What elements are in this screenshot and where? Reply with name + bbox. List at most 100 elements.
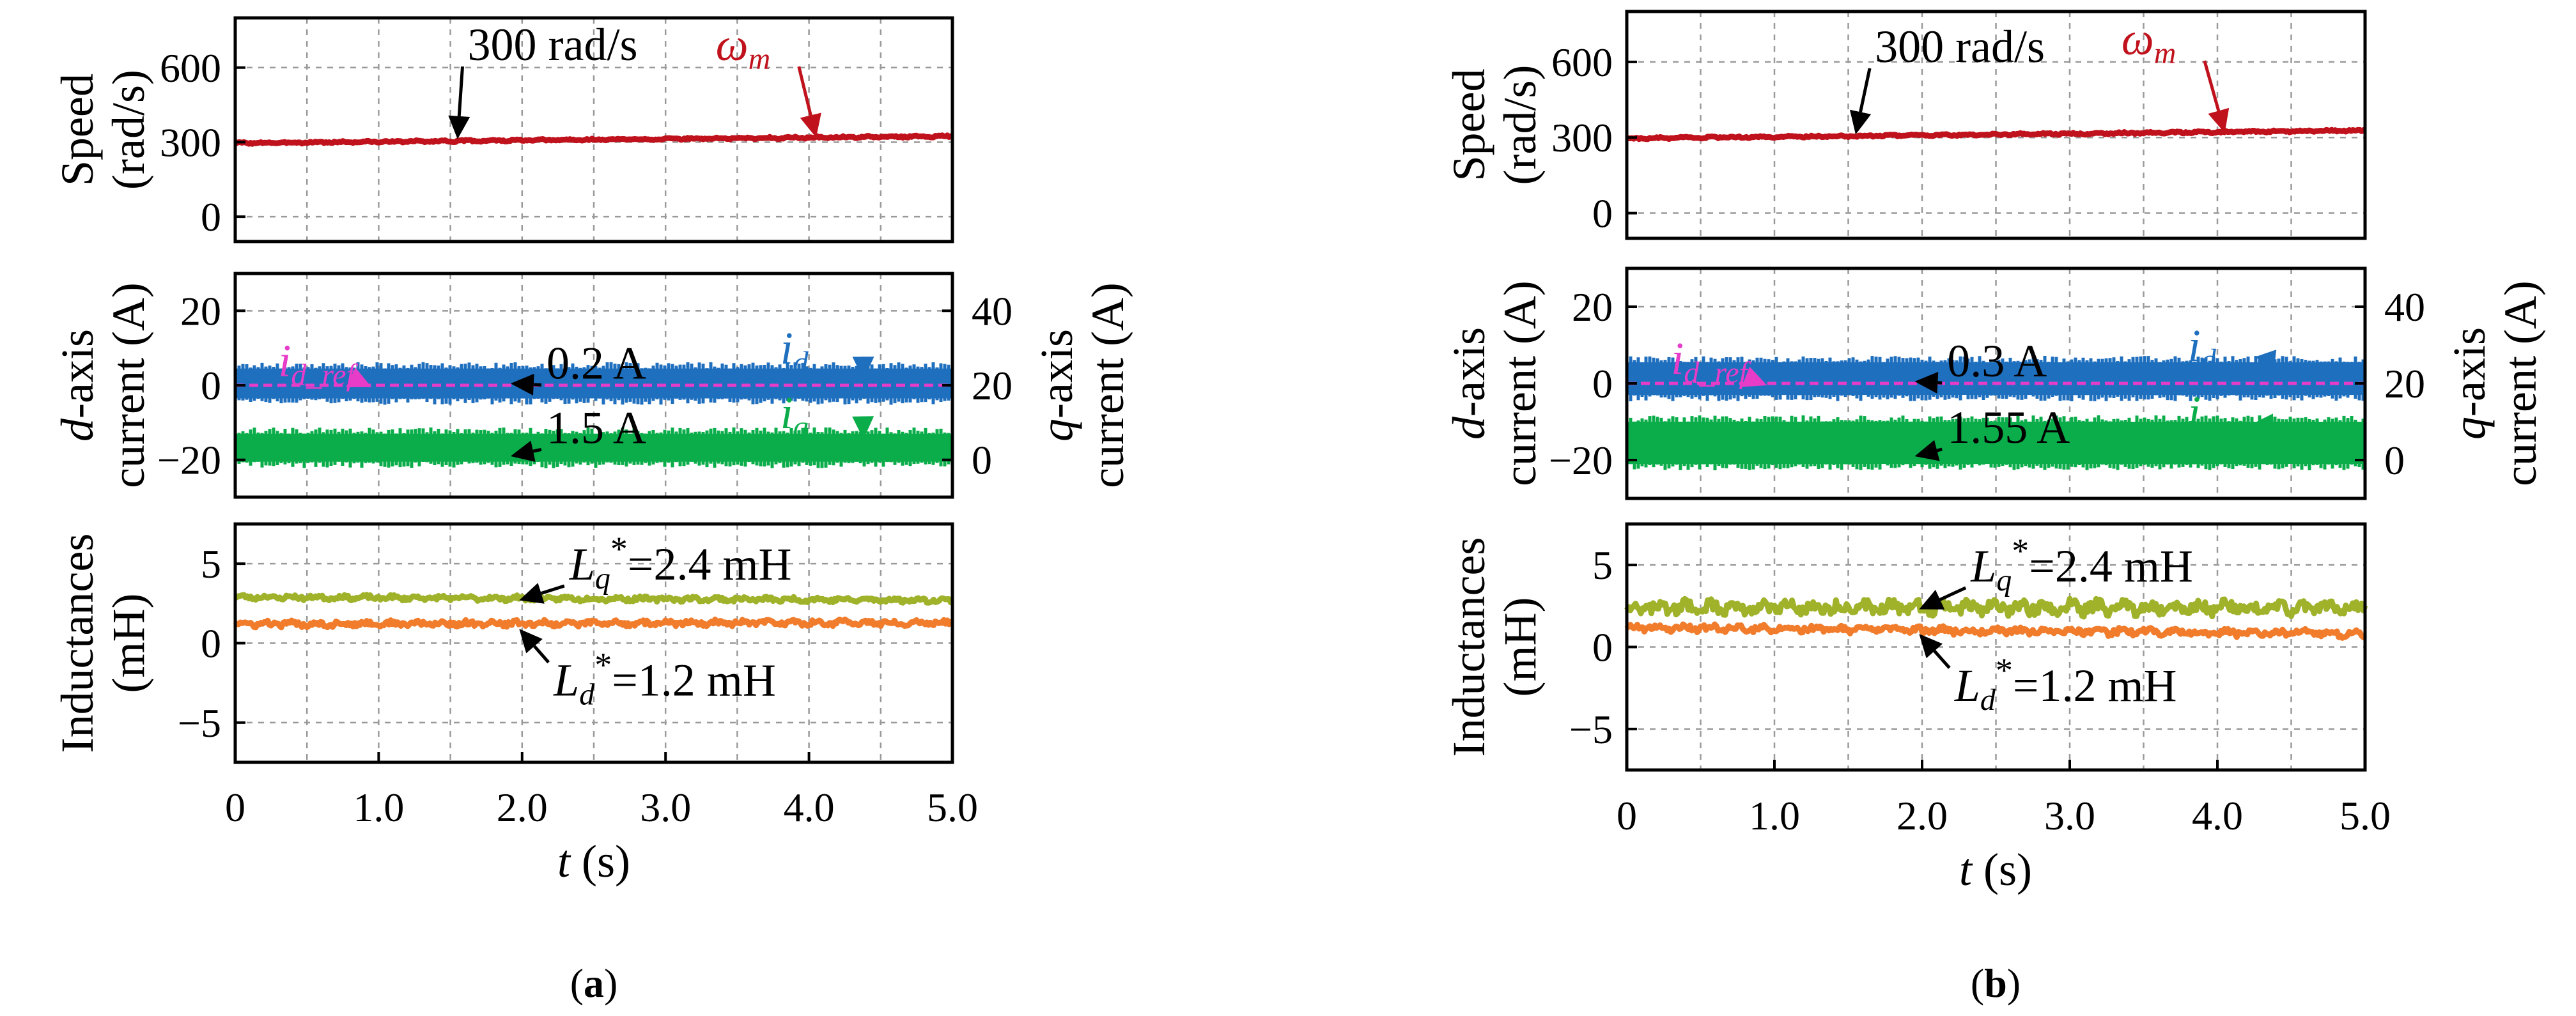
- annotation-label: iq: [780, 387, 809, 444]
- right-y-tick-label: 0: [972, 438, 992, 483]
- annotation: 300 rad/s: [448, 19, 637, 139]
- x-axis-label: t (s): [1959, 844, 2032, 895]
- x-tick-label: 0: [225, 785, 245, 830]
- x-axis-label: t (s): [557, 836, 630, 887]
- series-line: [233, 592, 954, 606]
- y-axis-label: Inductances(mH): [1443, 537, 1546, 757]
- annotation-label: ωm: [2122, 13, 2176, 70]
- annotation-arrow: [346, 367, 372, 387]
- y-tick-label: 5: [1592, 543, 1613, 588]
- y-tick-label: 300: [160, 119, 221, 165]
- annotation: id_ref: [1671, 333, 1767, 390]
- annotation: ωm: [2122, 13, 2230, 134]
- y-tick-label: 600: [1551, 40, 1613, 85]
- right-y-axis-label: q-axiscurrent (A): [2444, 281, 2546, 486]
- annotation: ωm: [716, 19, 821, 138]
- annotation-label: Lq*=2.4 mH: [569, 530, 792, 596]
- annotation-arrow: [510, 373, 542, 396]
- annotation-arrow: [519, 629, 550, 664]
- series-L_d*: [1624, 621, 2366, 641]
- annotation-label: id: [780, 323, 809, 380]
- annotation: id: [2188, 320, 2277, 377]
- y-tick-label: 300: [1551, 115, 1613, 160]
- right-y-tick-label: 40: [972, 288, 1013, 334]
- annotation-label: id_ref: [278, 335, 358, 392]
- x-tick-label: 3.0: [640, 785, 691, 830]
- y-axis-label: Inductances(mH): [52, 534, 154, 753]
- annotation: iq: [2188, 387, 2274, 443]
- series-line: [233, 616, 954, 631]
- right-y-tick-label: 0: [2384, 438, 2405, 483]
- annotation-label: Ld*=1.2 mH: [1954, 651, 2177, 717]
- annotation-label: Ld*=1.2 mH: [553, 646, 776, 712]
- panel-frame: [1625, 10, 2367, 240]
- annotation-arrow: [1741, 366, 1767, 387]
- annotation-label: 1.55 A: [1947, 402, 2070, 453]
- panel-inductance: −5 0 5 Inductances(mH) Lq*=2.4 mH Ld*=1.2 mH: [52, 522, 954, 764]
- annotation: Lq*=2.4 mH: [1919, 532, 2193, 610]
- annotation-arrow: [1914, 371, 1943, 394]
- x-tick-label: 2.0: [1897, 793, 1948, 838]
- grid: [1627, 524, 2365, 770]
- x-tick-label: 5.0: [2339, 793, 2391, 838]
- y-tick-label: −5: [178, 700, 221, 746]
- grid: [235, 18, 952, 242]
- annotation-label: id: [2188, 320, 2217, 377]
- right-y-tick-label: 20: [2384, 361, 2425, 406]
- annotation-arrow: [519, 583, 565, 604]
- annotation-label: iq: [2188, 387, 2216, 443]
- x-tick-label: 1.0: [1749, 793, 1800, 838]
- y-tick-label: 20: [180, 288, 221, 334]
- annotation: Ld*=1.2 mH: [1919, 633, 2177, 717]
- annotation-arrow: [852, 357, 874, 380]
- x-tick-label: 0: [1617, 793, 1637, 838]
- chart-root: 0 300 600 Speed(rad/s) 300 rad/s ωm −20 0 20 0 20 4…: [52, 10, 2546, 1006]
- annotation: id_ref: [278, 335, 372, 392]
- annotation-arrow: [852, 416, 874, 440]
- subplot-label: (a): [570, 960, 618, 1006]
- series-line: [1624, 596, 2368, 620]
- series-i_q: [233, 427, 954, 468]
- annotation-arrow: [2256, 350, 2277, 375]
- grid: [235, 524, 952, 762]
- y-axis-label: d-axiscurrent (A): [1443, 281, 1546, 486]
- x-tick-label: 4.0: [784, 785, 835, 830]
- x-tick-label: 5.0: [927, 785, 978, 830]
- annotation: id: [780, 323, 874, 380]
- x-tick-label: 1.0: [353, 785, 404, 830]
- annotation: 0.3 A: [1914, 335, 2047, 394]
- y-axis-label: Speed(rad/s): [52, 70, 154, 190]
- series-line: [1626, 127, 2367, 142]
- annotation-arrow: [1849, 68, 1872, 135]
- annotation-arrow: [510, 440, 542, 462]
- y-tick-label: 0: [1592, 625, 1613, 670]
- annotation-arrow: [2203, 60, 2230, 134]
- series-ω_m: [1626, 127, 2367, 142]
- series-line: [1624, 621, 2366, 641]
- panel-frame: [233, 16, 954, 243]
- y-tick-label: −20: [1549, 438, 1613, 483]
- annotation: 0.2 A: [510, 338, 646, 396]
- annotation-arrow: [797, 66, 821, 138]
- y-tick-label: −20: [157, 438, 221, 483]
- right-y-axis-label: q-axiscurrent (A): [1031, 282, 1133, 488]
- right-y-tick-label: 40: [2384, 284, 2425, 330]
- y-tick-label: 0: [201, 194, 221, 240]
- series-ω_m: [234, 132, 954, 147]
- annotation-arrow: [1919, 633, 1951, 669]
- right-y-tick-label: 20: [972, 363, 1013, 408]
- annotation: iq: [780, 387, 874, 444]
- annotation-label: 1.5 A: [547, 402, 646, 453]
- y-tick-label: 0: [201, 621, 221, 666]
- annotation-arrow: [1919, 586, 1967, 610]
- annotation: 1.5 A: [510, 402, 646, 462]
- series-line: [234, 132, 954, 147]
- y-axis-label: d-axiscurrent (A): [52, 282, 154, 488]
- annotation: 1.55 A: [1914, 402, 2070, 461]
- y-tick-label: −5: [1569, 707, 1613, 752]
- annotation-label: 0.2 A: [547, 338, 646, 389]
- y-tick-label: 5: [201, 541, 221, 587]
